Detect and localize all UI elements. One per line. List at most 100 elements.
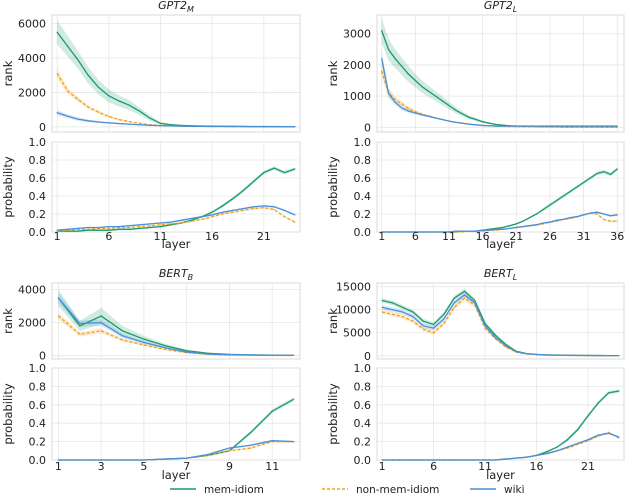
data-point-mem-idiom xyxy=(549,204,551,206)
data-point-wiki xyxy=(421,231,423,233)
data-point-mem-idiom xyxy=(79,325,81,327)
data-point-mem-idiom xyxy=(402,306,404,309)
data-point-wiki xyxy=(468,230,470,232)
data-point-wiki xyxy=(546,354,548,356)
data-point-wiki xyxy=(546,452,548,455)
y-tick-label: 5000 xyxy=(343,327,371,340)
data-point-wiki xyxy=(461,122,464,124)
x-tick-label: 16 xyxy=(476,230,490,243)
data-point-wiki xyxy=(434,231,437,233)
data-point-wiki xyxy=(118,122,120,125)
y-tick-label: 0.2 xyxy=(29,208,47,221)
data-point-wiki xyxy=(190,217,193,220)
y-tick-label: 0.6 xyxy=(29,172,47,185)
chart-panels: GPT2M0200040006000rank0.00.20.40.60.81.0… xyxy=(1,0,625,482)
data-point-wiki xyxy=(56,112,58,114)
data-point-wiki xyxy=(164,347,166,349)
x-tick-label: 36 xyxy=(610,230,624,243)
series-line-mem-idiom xyxy=(57,167,296,232)
data-point-mem-idiom xyxy=(505,343,507,345)
x-tick-label: 11 xyxy=(265,460,279,473)
data-point-wiki xyxy=(402,311,404,313)
data-point-wiki xyxy=(190,125,193,127)
chart-gpt2l: GPT2L 0 1000 2000 3000 rank 0.0 0.2 0.4 0.6 0.8 1.0… xyxy=(326,0,625,251)
data-point-mem-idiom xyxy=(387,48,390,50)
confidence-band-mem-idiom xyxy=(58,289,294,356)
x-tick-label: 1 xyxy=(54,230,61,243)
data-point-wiki xyxy=(283,126,286,128)
data-point-wiki xyxy=(535,353,538,356)
chart-gpt2m: GPT2M 0 2000 4000 6000 rank 0.0 0.2 0.4 0.6 0.8 1.0… xyxy=(1,0,301,251)
data-point-wiki xyxy=(186,457,188,459)
data-point-non-mem-idiom xyxy=(596,213,598,215)
data-point-mem-idiom xyxy=(159,226,162,228)
y-tick-label: 1.0 xyxy=(354,362,372,375)
data-point-mem-idiom xyxy=(401,65,403,68)
data-point-wiki xyxy=(97,121,100,123)
y-tick-label: 0.8 xyxy=(29,154,47,167)
x-tick-label: 3 xyxy=(98,460,105,473)
data-point-wiki xyxy=(576,125,578,127)
data-point-non-mem-idiom xyxy=(190,220,193,222)
data-point-mem-idiom xyxy=(121,330,124,332)
data-point-non-mem-idiom xyxy=(118,119,120,121)
data-point-mem-idiom xyxy=(475,118,477,121)
data-point-mem-idiom xyxy=(495,123,497,126)
data-point-wiki xyxy=(100,322,102,324)
legend-item-non-mem-idiom: non-mem-idiom xyxy=(322,484,439,496)
y-tick-label: 1.0 xyxy=(29,362,47,375)
data-point-non-mem-idiom xyxy=(139,122,141,124)
data-point-non-mem-idiom xyxy=(201,218,203,220)
data-point-mem-idiom xyxy=(414,79,416,82)
data-point-mem-idiom xyxy=(77,230,79,232)
data-point-wiki xyxy=(228,354,231,356)
y-tick-label: 2000 xyxy=(18,317,46,330)
y-tick-label: 1.0 xyxy=(354,136,372,149)
data-point-wiki xyxy=(387,92,390,94)
y-tick-label: 0.6 xyxy=(29,399,47,412)
data-point-wiki xyxy=(455,230,457,232)
data-point-non-mem-idiom xyxy=(391,313,394,315)
data-point-non-mem-idiom xyxy=(607,431,610,433)
y-tick-label: 2000 xyxy=(18,86,46,99)
data-point-wiki xyxy=(603,125,605,127)
data-point-mem-idiom xyxy=(434,95,437,97)
data-point-wiki xyxy=(482,124,484,127)
legend-item-mem-idiom: mem-idiom xyxy=(170,484,264,496)
data-point-wiki xyxy=(401,107,403,109)
data-point-non-mem-idiom xyxy=(401,103,403,105)
data-point-wiki xyxy=(589,212,591,214)
x-tick-label: 5 xyxy=(140,460,147,473)
data-point-wiki xyxy=(562,218,565,220)
confidence-band-non-mem-idiom xyxy=(381,212,618,232)
y-axis-label: probability xyxy=(1,383,15,445)
data-point-wiki xyxy=(495,125,497,127)
data-point-non-mem-idiom xyxy=(221,213,224,215)
data-point-mem-idiom xyxy=(422,320,424,322)
confidence-band-wiki xyxy=(57,110,295,127)
data-point-wiki xyxy=(414,231,416,233)
data-point-wiki xyxy=(164,458,166,460)
data-point-wiki xyxy=(542,222,544,224)
data-point-wiki xyxy=(170,221,172,223)
chart-bertl: BERTL 0 5000 10000 15000 rank 0.0 0.2 0.4 0.6 0.8 1… xyxy=(326,267,625,482)
data-point-non-mem-idiom xyxy=(77,98,79,100)
data-point-wiki xyxy=(569,125,571,127)
data-point-mem-idiom xyxy=(546,451,548,453)
data-point-wiki xyxy=(597,434,599,436)
data-point-wiki xyxy=(201,216,203,218)
data-point-wiki xyxy=(463,459,466,461)
data-point-wiki xyxy=(87,226,89,229)
data-point-mem-idiom xyxy=(433,323,435,326)
data-point-wiki xyxy=(381,459,383,461)
chart-title: BERTL xyxy=(484,267,517,282)
data-point-mem-idiom xyxy=(97,86,100,88)
data-point-non-mem-idiom xyxy=(164,348,166,351)
data-point-wiki xyxy=(57,297,60,299)
data-point-wiki xyxy=(616,125,618,127)
y-tick-label: 0.0 xyxy=(29,454,47,467)
data-point-mem-idiom xyxy=(453,297,455,299)
data-point-wiki xyxy=(108,226,110,228)
data-point-wiki xyxy=(576,216,578,218)
